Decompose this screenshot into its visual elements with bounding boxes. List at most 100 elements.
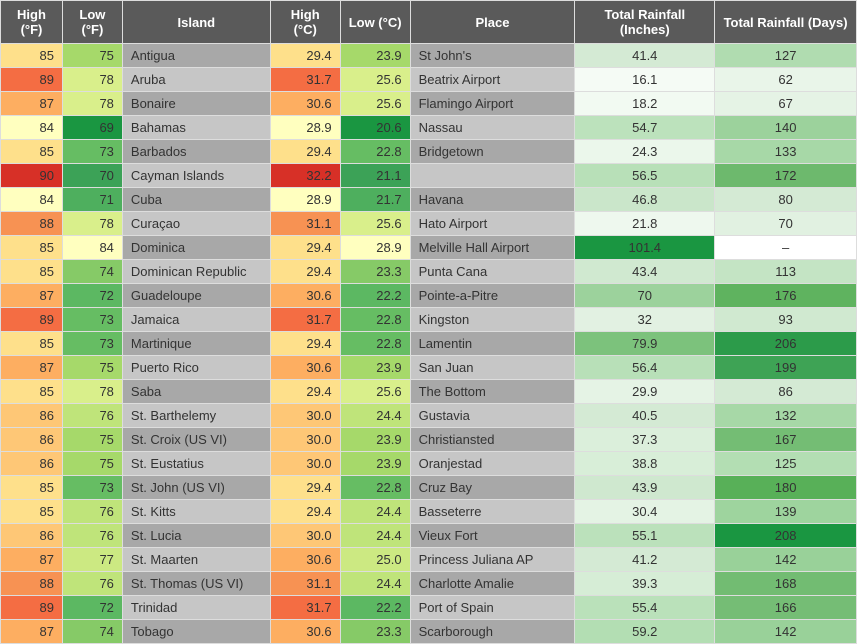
high-f-cell: 88 [1,212,63,236]
place-cell: Pointe-a-Pitre [410,284,575,308]
rain-days-cell: 113 [715,260,857,284]
place-cell: Vieux Fort [410,524,575,548]
rain-inches-cell: 55.4 [575,596,715,620]
low-c-cell: 22.8 [340,308,410,332]
low-f-cell: 73 [62,332,122,356]
rain-days-cell: 86 [715,380,857,404]
rain-days-cell: 67 [715,92,857,116]
low-f-cell: 76 [62,524,122,548]
rain-inches-cell: 30.4 [575,500,715,524]
place-cell: The Bottom [410,380,575,404]
low-f-cell: 78 [62,380,122,404]
table-row: 8573St. John (US VI)29.422.8Cruz Bay43.9… [1,476,857,500]
low-c-cell: 24.4 [340,524,410,548]
low-c-cell: 20.6 [340,116,410,140]
table-header-row: High (°F)Low (°F)IslandHigh (°C)Low (°C)… [1,1,857,44]
place-cell: Punta Cana [410,260,575,284]
low-c-cell: 22.8 [340,476,410,500]
low-c-cell: 22.2 [340,596,410,620]
place-cell: Basseterre [410,500,575,524]
place-cell: San Juan [410,356,575,380]
rain-inches-cell: 37.3 [575,428,715,452]
low-c-cell: 24.4 [340,572,410,596]
low-c-cell: 23.9 [340,356,410,380]
high-c-cell: 31.7 [270,308,340,332]
rain-days-cell: 127 [715,44,857,68]
high-c-cell: 29.4 [270,380,340,404]
high-f-cell: 87 [1,548,63,572]
high-c-cell: 28.9 [270,116,340,140]
place-cell: Kingston [410,308,575,332]
rain-days-cell: 142 [715,548,857,572]
table-body: 8575Antigua29.423.9St John's41.41278978A… [1,44,857,644]
place-cell: Beatrix Airport [410,68,575,92]
rain-inches-cell: 56.4 [575,356,715,380]
place-cell: Hato Airport [410,212,575,236]
low-f-cell: 71 [62,188,122,212]
island-cell: St. Croix (US VI) [122,428,270,452]
rain-days-cell: 168 [715,572,857,596]
col-header: Island [122,1,270,44]
rain-days-cell: 93 [715,308,857,332]
col-header: Low (°C) [340,1,410,44]
island-cell: St. Thomas (US VI) [122,572,270,596]
place-cell: Bridgetown [410,140,575,164]
low-f-cell: 69 [62,116,122,140]
high-c-cell: 30.6 [270,356,340,380]
low-c-cell: 22.8 [340,332,410,356]
low-c-cell: 25.6 [340,92,410,116]
table-row: 9070Cayman Islands32.221.156.5172 [1,164,857,188]
table-row: 8584Dominica29.428.9Melville Hall Airpor… [1,236,857,260]
place-cell: Melville Hall Airport [410,236,575,260]
rain-days-cell: – [715,236,857,260]
rain-days-cell: 80 [715,188,857,212]
high-f-cell: 85 [1,500,63,524]
high-f-cell: 90 [1,164,63,188]
rain-days-cell: 132 [715,404,857,428]
place-cell: Port of Spain [410,596,575,620]
col-header: Place [410,1,575,44]
rain-inches-cell: 29.9 [575,380,715,404]
high-f-cell: 85 [1,44,63,68]
place-cell: Christiansted [410,428,575,452]
low-c-cell: 25.6 [340,68,410,92]
low-f-cell: 78 [62,92,122,116]
island-cell: Dominica [122,236,270,260]
place-cell: Princess Juliana AP [410,548,575,572]
high-c-cell: 30.6 [270,284,340,308]
high-c-cell: 30.0 [270,452,340,476]
rain-days-cell: 125 [715,452,857,476]
rain-inches-cell: 101.4 [575,236,715,260]
table-row: 8772Guadeloupe30.622.2Pointe-a-Pitre7017… [1,284,857,308]
place-cell: Charlotte Amalie [410,572,575,596]
island-cell: Barbados [122,140,270,164]
low-f-cell: 78 [62,212,122,236]
rain-inches-cell: 54.7 [575,116,715,140]
table-row: 8576St. Kitts29.424.4Basseterre30.4139 [1,500,857,524]
table-row: 8574Dominican Republic29.423.3Punta Cana… [1,260,857,284]
low-f-cell: 75 [62,428,122,452]
col-header: Total Rainfall (Days) [715,1,857,44]
place-cell: St John's [410,44,575,68]
col-header: Total Rainfall (Inches) [575,1,715,44]
low-c-cell: 21.7 [340,188,410,212]
col-header: High (°C) [270,1,340,44]
place-cell: Flamingo Airport [410,92,575,116]
place-cell: Cruz Bay [410,476,575,500]
table-row: 8878Curaçao31.125.6Hato Airport21.870 [1,212,857,236]
low-f-cell: 75 [62,452,122,476]
rain-days-cell: 167 [715,428,857,452]
low-c-cell: 28.9 [340,236,410,260]
low-f-cell: 75 [62,356,122,380]
rain-inches-cell: 43.4 [575,260,715,284]
rain-inches-cell: 43.9 [575,476,715,500]
high-c-cell: 29.4 [270,260,340,284]
col-header: Low (°F) [62,1,122,44]
high-f-cell: 85 [1,140,63,164]
rain-days-cell: 133 [715,140,857,164]
rain-inches-cell: 41.2 [575,548,715,572]
place-cell [410,164,575,188]
table-row: 8876St. Thomas (US VI)31.124.4Charlotte … [1,572,857,596]
rain-inches-cell: 40.5 [575,404,715,428]
high-f-cell: 85 [1,380,63,404]
